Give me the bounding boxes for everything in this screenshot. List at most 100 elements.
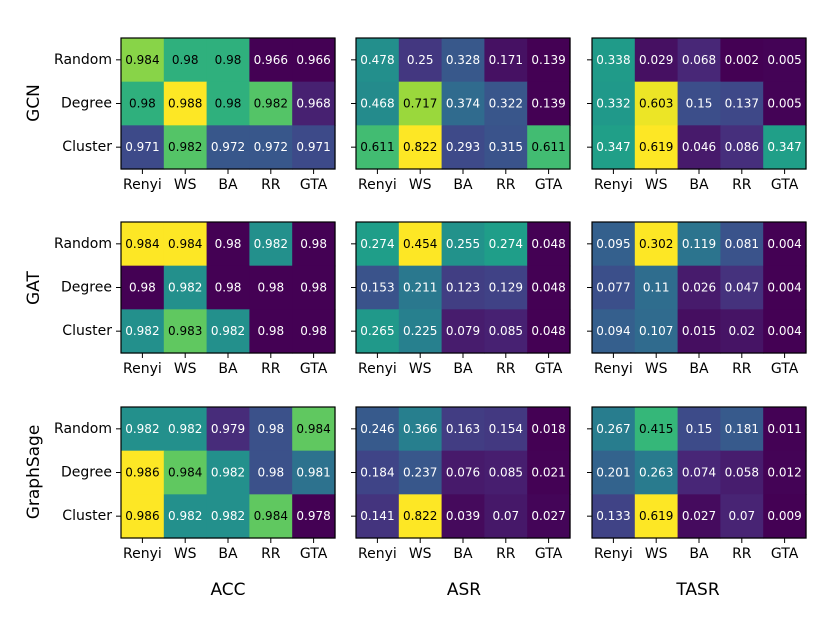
x-tick-label: Renyi <box>123 361 162 377</box>
cell-value-label: 0.717 <box>403 97 437 111</box>
cell-value-label: 0.184 <box>360 466 394 480</box>
cell-value-label: 0.98 <box>215 97 242 111</box>
x-tick-label: RR <box>496 177 516 193</box>
heatmap-cell <box>249 81 293 126</box>
cell-value-label: 0.048 <box>531 237 565 251</box>
heatmap-gat-acc: 0.984 0.984 0.98 0.982 0.98 0.98 0.982 0.98 0.98… <box>54 221 336 377</box>
cell-value-label: 0.982 <box>125 422 159 436</box>
heatmap-cell <box>121 81 165 126</box>
heatmap-gat-tasr: 0.095 0.302 0.119 0.081 0.004 0.077 0.11 0.026 0… <box>587 221 807 377</box>
cell-value-label: 0.163 <box>446 422 480 436</box>
cell-value-label: 0.98 <box>257 281 284 295</box>
x-tick-label: Renyi <box>123 177 162 193</box>
x-tick-label: WS <box>174 546 197 562</box>
heatmap-cell <box>677 38 721 83</box>
cell-value-label: 0.058 <box>725 466 759 480</box>
cell-value-label: 0.988 <box>168 97 202 111</box>
heatmap-cell <box>592 125 636 170</box>
x-tick-label: GTA <box>535 177 563 193</box>
cell-value-label: 0.332 <box>596 97 630 111</box>
heatmap-cell <box>720 38 764 83</box>
cell-value-label: 0.98 <box>257 466 284 480</box>
y-tick-label: Degree <box>61 96 112 112</box>
cell-value-label: 0.15 <box>686 97 713 111</box>
cell-value-label: 0.822 <box>403 509 437 523</box>
cell-value-label: 0.181 <box>725 422 759 436</box>
x-tick-label: Renyi <box>123 546 162 562</box>
cell-value-label: 0.984 <box>125 53 159 67</box>
cell-value-label: 0.603 <box>639 97 673 111</box>
x-tick-label: BA <box>218 177 238 193</box>
heatmap-cell <box>292 309 336 354</box>
cell-value-label: 0.201 <box>596 466 630 480</box>
heatmap-cell <box>206 265 250 310</box>
cell-value-label: 0.095 <box>596 237 630 251</box>
cell-value-label: 0.005 <box>767 53 801 67</box>
cell-value-label: 0.048 <box>531 324 565 338</box>
cell-value-label: 0.982 <box>168 509 202 523</box>
cell-value-label: 0.011 <box>767 422 801 436</box>
cell-value-label: 0.004 <box>767 324 801 338</box>
cell-value-label: 0.009 <box>767 509 801 523</box>
heatmap-cell <box>292 81 336 126</box>
heatmap-cell <box>592 309 636 354</box>
cell-value-label: 0.15 <box>686 422 713 436</box>
heatmap-cell <box>206 81 250 126</box>
heatmap-cell <box>720 81 764 126</box>
cell-value-label: 0.338 <box>596 53 630 67</box>
cell-value-label: 0.029 <box>639 53 673 67</box>
heatmap-cell <box>121 407 165 452</box>
x-tick-label: GTA <box>771 546 799 562</box>
heatmap-gat-asr: 0.274 0.454 0.255 0.274 0.048 0.153 0.211 0.123… <box>351 221 571 377</box>
heatmap-cell <box>527 309 571 354</box>
cell-value-label: 0.98 <box>257 422 284 436</box>
cell-value-label: 0.98 <box>300 237 327 251</box>
cell-value-label: 0.822 <box>403 140 437 154</box>
heatmap-cell <box>527 407 571 452</box>
x-tick-label: RR <box>732 546 752 562</box>
cell-value-label: 0.077 <box>596 281 630 295</box>
x-tick-label: BA <box>453 546 473 562</box>
cell-value-label: 0.982 <box>254 237 288 251</box>
x-tick-label: WS <box>409 177 432 193</box>
heatmap-cell <box>163 265 208 310</box>
heatmap-cell <box>592 222 636 267</box>
cell-value-label: 0.982 <box>211 324 245 338</box>
heatmap-cell <box>592 494 636 539</box>
cell-value-label: 0.021 <box>531 466 565 480</box>
heatmap-cell <box>249 309 293 354</box>
heatmap-cell <box>206 38 250 83</box>
cell-value-label: 0.454 <box>403 237 437 251</box>
cell-value-label: 0.619 <box>639 140 673 154</box>
cell-value-label: 0.98 <box>300 324 327 338</box>
cell-value-label: 0.027 <box>682 509 716 523</box>
cell-value-label: 0.347 <box>767 140 801 154</box>
x-tick-label: GTA <box>535 361 563 377</box>
row-title-gcn: GCN <box>24 84 44 122</box>
cell-value-label: 0.02 <box>728 324 755 338</box>
cell-value-label: 0.984 <box>296 422 330 436</box>
heatmap-cell <box>398 38 443 83</box>
heatmap-cell <box>249 38 293 83</box>
cell-value-label: 0.129 <box>489 281 523 295</box>
heatmap-cell <box>441 450 485 495</box>
heatmap-cell <box>356 125 400 170</box>
heatmap-cell <box>634 125 679 170</box>
cell-value-label: 0.972 <box>254 140 288 154</box>
x-tick-label: WS <box>409 546 432 562</box>
x-tick-label: GTA <box>300 177 328 193</box>
cell-value-label: 0.98 <box>129 281 156 295</box>
heatmap-cell <box>356 222 400 267</box>
heatmap-cell <box>163 494 208 539</box>
cell-value-label: 0.018 <box>531 422 565 436</box>
cell-value-label: 0.265 <box>360 324 394 338</box>
cell-value-label: 0.123 <box>446 281 480 295</box>
cell-value-label: 0.274 <box>360 237 394 251</box>
heatmap-cell <box>527 38 571 83</box>
heatmap-cell <box>484 494 528 539</box>
heatmap-cell <box>592 265 636 310</box>
heatmap-cell <box>206 309 250 354</box>
heatmap-cell <box>441 81 485 126</box>
heatmap-cell <box>634 450 679 495</box>
heatmap-cell <box>720 309 764 354</box>
